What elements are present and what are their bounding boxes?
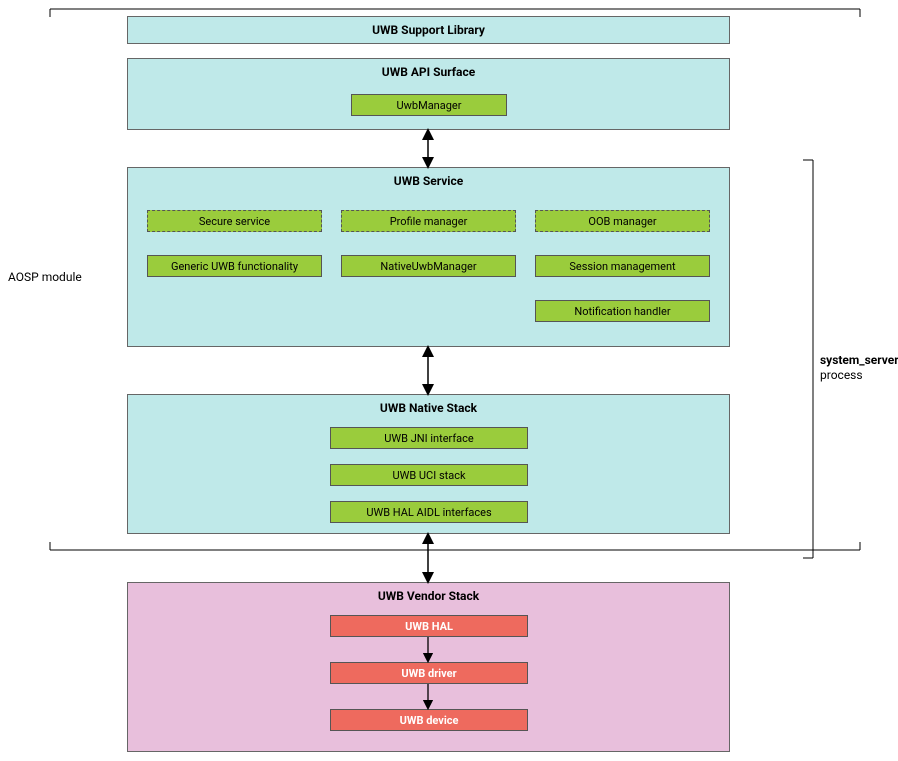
label-aosp-module: AOSP module — [8, 270, 82, 284]
chip-session-management: Session management — [535, 255, 710, 277]
chip-vendor-uwb-device: UWB device — [330, 709, 528, 731]
label-system-server-plain: process — [820, 368, 863, 382]
layer-title: UWB Service — [394, 168, 463, 192]
chip-uwb-hal-aidl: UWB HAL AIDL interfaces — [330, 501, 528, 523]
label-system-server: system_server process — [820, 353, 898, 383]
chip-uwb-uci: UWB UCI stack — [330, 464, 528, 486]
chip-uwb-jni: UWB JNI interface — [330, 427, 528, 449]
layer-title: UWB Vendor Stack — [378, 583, 479, 607]
chip-generic-uwb: Generic UWB functionality — [147, 255, 322, 277]
label-system-server-bold: system_server — [820, 353, 898, 367]
chip-vendor-uwb-hal: UWB HAL — [330, 615, 528, 637]
bracket-system-server — [803, 160, 813, 558]
layer-title: UWB API Surface — [382, 59, 475, 83]
chip-native-uwb-manager: NativeUwbManager — [341, 255, 516, 277]
diagram-canvas: UWB Support Library UWB API Surface UWB … — [0, 0, 898, 761]
chip-vendor-uwb-driver: UWB driver — [330, 662, 528, 684]
layer-support-library: UWB Support Library — [127, 16, 730, 44]
chip-oob-manager: OOB manager — [535, 210, 710, 232]
chip-uwbmanager: UwbManager — [351, 94, 507, 116]
layer-title: UWB Native Stack — [380, 395, 477, 419]
chip-notification-handler: Notification handler — [535, 300, 710, 322]
layer-title: UWB Support Library — [372, 17, 485, 41]
chip-profile-manager: Profile manager — [341, 210, 516, 232]
chip-secure-service: Secure service — [147, 210, 322, 232]
